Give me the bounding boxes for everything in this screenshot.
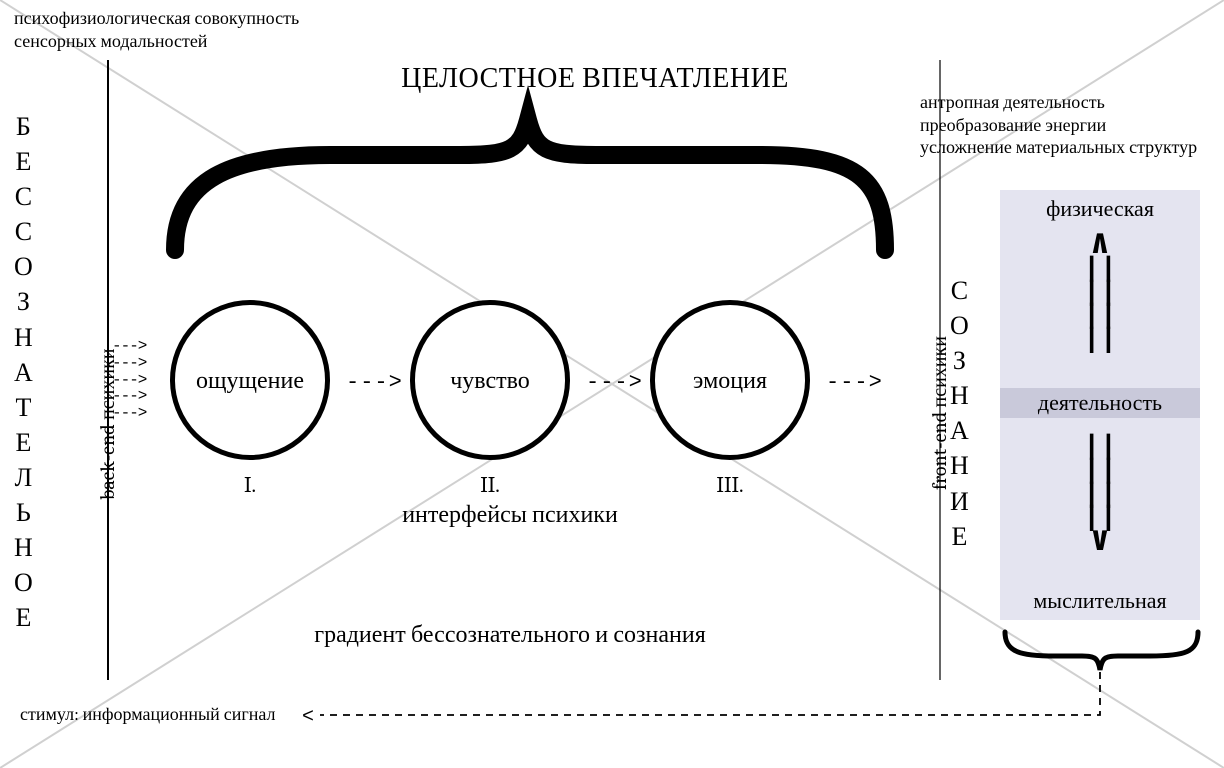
stimulus-label: стимул: информационный сигнал bbox=[20, 704, 276, 725]
svg-text:<: < bbox=[302, 706, 314, 729]
bottom-brace: < bbox=[0, 0, 1224, 768]
diagram-root: психофизиологическая совокупность сенсор… bbox=[0, 0, 1224, 768]
